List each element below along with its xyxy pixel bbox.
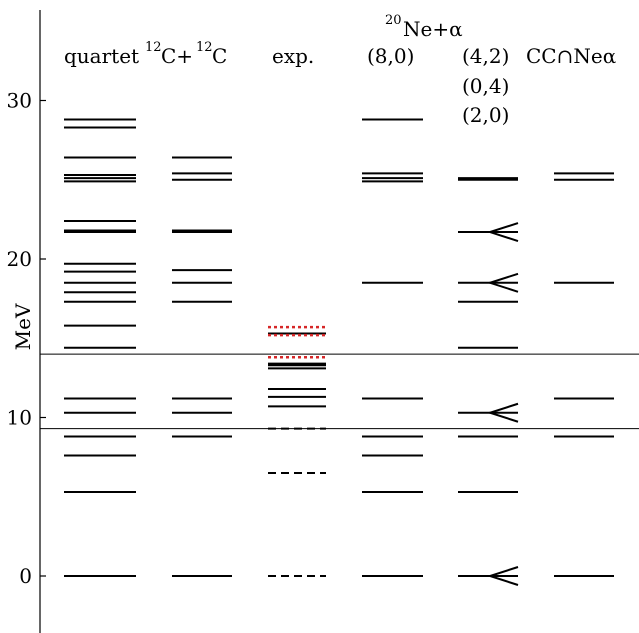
header-ne-80: (8,0) bbox=[367, 44, 414, 68]
header-cc-sup2: 12 bbox=[196, 40, 213, 55]
header-ne-20: (2,0) bbox=[462, 103, 509, 127]
header-cc-main1: C+ bbox=[161, 44, 193, 68]
level-fork bbox=[486, 566, 519, 586]
y-tick-label: 10 bbox=[7, 406, 32, 430]
header-ne-main: Ne+α bbox=[403, 17, 463, 41]
level-fork bbox=[486, 272, 519, 293]
header-ne-sup: 20 bbox=[385, 13, 402, 28]
energy-levels bbox=[64, 118, 614, 586]
reference-lines bbox=[40, 353, 639, 430]
header-exp: exp. bbox=[272, 44, 314, 68]
header-cc-main2: C bbox=[212, 44, 227, 68]
y-tick-label: 20 bbox=[7, 247, 32, 271]
y-tick-label: 0 bbox=[19, 564, 32, 588]
header-ne-04: (0,4) bbox=[462, 74, 509, 98]
header-ccne: CC∩Neα bbox=[526, 44, 616, 68]
level-fork bbox=[486, 402, 519, 423]
y-ticks: 0 10 20 30 bbox=[7, 89, 46, 588]
y-axis-label: MeV bbox=[11, 303, 35, 350]
header-quartet: quartet bbox=[64, 44, 139, 68]
header-ne-42: (4,2) bbox=[462, 44, 509, 68]
column-headers: quartet 12 C+ 12 C exp. 20 Ne+α (8,0) (4… bbox=[64, 13, 616, 127]
header-cc-sup1: 12 bbox=[145, 40, 162, 55]
y-tick-label: 30 bbox=[7, 89, 32, 113]
level-fork bbox=[486, 222, 519, 243]
